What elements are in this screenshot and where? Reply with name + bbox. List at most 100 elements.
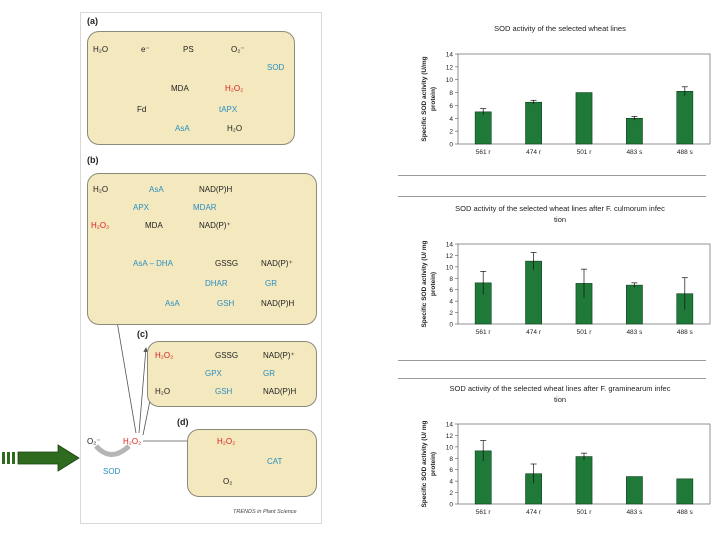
y-tick-label: 8 (449, 456, 453, 463)
a-h2o: H₂O (93, 45, 109, 54)
c-gpx: GPX (205, 369, 222, 378)
sod-chart-baseline: SOD activity of the selected wheat lines… (421, 24, 711, 156)
y-tick-label: 4 (449, 479, 453, 486)
b-nadp-plus: NAD(P)⁺ (199, 221, 231, 230)
y-tick-label: 10 (446, 77, 454, 84)
bar (575, 456, 593, 505)
y-tick-label: 2 (449, 310, 453, 317)
y-tick-label: 4 (449, 299, 453, 306)
y-tick-label: 0 (449, 142, 453, 149)
bar (626, 284, 643, 325)
y-axis-label: Specific SOD activity (U/ mg (421, 420, 428, 507)
panel-d-box (187, 429, 317, 497)
y-tick-label: 12 (446, 253, 454, 260)
bar (626, 117, 643, 145)
c-h2o2: H₂O₂ (155, 351, 174, 360)
figure-credit: TRENDS in Plant Science (233, 509, 297, 515)
y-axis-label: protein) (430, 87, 437, 111)
a-tapx: tAPX (219, 105, 238, 114)
d-h2o2: H₂O₂ (217, 437, 236, 446)
x-tick-label: 561 r (476, 149, 492, 156)
bar (525, 101, 542, 145)
a-h2o-right: H₂O (227, 124, 243, 133)
y-tick-label: 6 (449, 103, 453, 110)
chart-title: SOD activity of the selected wheat lines… (450, 384, 671, 393)
y-tick-label: 0 (449, 322, 453, 329)
y-tick-label: 2 (449, 490, 453, 497)
b-dhar: DHAR (205, 279, 228, 288)
bar (525, 260, 542, 325)
b-nadph-bottom: NAD(P)H (261, 299, 295, 308)
b-mdar: MDAR (193, 203, 217, 212)
separator-3 (398, 360, 706, 361)
x-tick-label: 501 r (577, 509, 593, 516)
a-fd: Fd (137, 105, 147, 114)
x-tick-label: 474 r (526, 509, 542, 516)
y-tick-label: 2 (449, 129, 453, 136)
y-axis-label: Specific SOD activity (U/ mg (421, 240, 428, 327)
y-tick-label: 10 (446, 264, 454, 271)
y-tick-label: 14 (446, 242, 454, 249)
y-tick-label: 8 (449, 276, 453, 283)
y-tick-label: 14 (446, 422, 454, 429)
c-gssg: GSSG (215, 351, 239, 360)
chart-title: tion (554, 395, 566, 404)
b-gsh: GSH (217, 299, 235, 308)
y-axis-label: protein) (430, 272, 437, 296)
sod-chart-graminearum: SOD activity of the selected wheat lines… (421, 384, 711, 516)
panel-d-label: (d) (177, 417, 189, 427)
x-tick-label: 474 r (526, 149, 542, 156)
y-tick-label: 12 (446, 64, 454, 71)
separator-1 (398, 175, 706, 176)
b-asa-top: AsA (149, 185, 164, 194)
b-h2o: H₂O (93, 185, 109, 194)
separator-2 (398, 196, 706, 197)
bar (474, 111, 492, 145)
a-mda: MDA (171, 84, 189, 93)
y-tick-label: 8 (449, 90, 453, 97)
y-tick-label: 6 (449, 467, 453, 474)
chart-title: SOD activity of the selected wheat lines (494, 24, 626, 33)
c-h2o: H₂O (155, 387, 171, 396)
d-o2: O₂ (223, 477, 233, 486)
b-asa-bottom: AsA (165, 299, 180, 308)
b-nadp-right: NAD(P)⁺ (261, 259, 293, 268)
x-tick-label: 488 s (677, 509, 694, 516)
y-tick-label: 0 (449, 502, 453, 509)
b-gr: GR (265, 279, 277, 288)
source-h2o2: H₂O₂ (123, 437, 142, 446)
x-tick-label: 474 r (526, 329, 542, 336)
b-apx: APX (133, 203, 150, 212)
panel-a-box (87, 31, 295, 145)
panel-b-box (87, 173, 317, 325)
a-sod: SOD (267, 63, 285, 72)
b-asa-dha: AsA – DHA (133, 259, 174, 268)
chart-title: tion (554, 215, 566, 224)
sod-chart-culmorum: SOD activity of the selected wheat lines… (421, 204, 711, 336)
c-nadp-plus: NAD(P)⁺ (263, 351, 295, 360)
b-mda: MDA (145, 221, 163, 230)
separator-4 (398, 378, 706, 379)
a-h2o2: H₂O₂ (225, 84, 244, 93)
y-axis-label: Specific SOD activity (U/mg (421, 56, 428, 141)
x-tick-label: 561 r (476, 509, 492, 516)
bar (626, 476, 643, 505)
bar (676, 90, 694, 145)
a-superoxide: O₂⁻ (231, 45, 245, 54)
x-tick-label: 488 s (677, 149, 694, 156)
y-tick-label: 12 (446, 433, 454, 440)
y-tick-label: 4 (449, 116, 453, 123)
c-gr: GR (263, 369, 275, 378)
y-axis-label: protein) (430, 452, 437, 476)
source-sod: SOD (103, 467, 121, 476)
bar (676, 478, 694, 505)
x-tick-label: 483 s (626, 149, 643, 156)
panel-c-label: (c) (137, 329, 148, 339)
a-ps: PS (183, 45, 194, 54)
x-tick-label: 501 r (577, 149, 593, 156)
panel-c-box (147, 341, 317, 407)
b-gssg: GSSG (215, 259, 239, 268)
source-superoxide: O₂⁻ (87, 437, 101, 446)
a-electron: e⁻ (141, 45, 150, 54)
x-tick-label: 488 s (677, 329, 694, 336)
